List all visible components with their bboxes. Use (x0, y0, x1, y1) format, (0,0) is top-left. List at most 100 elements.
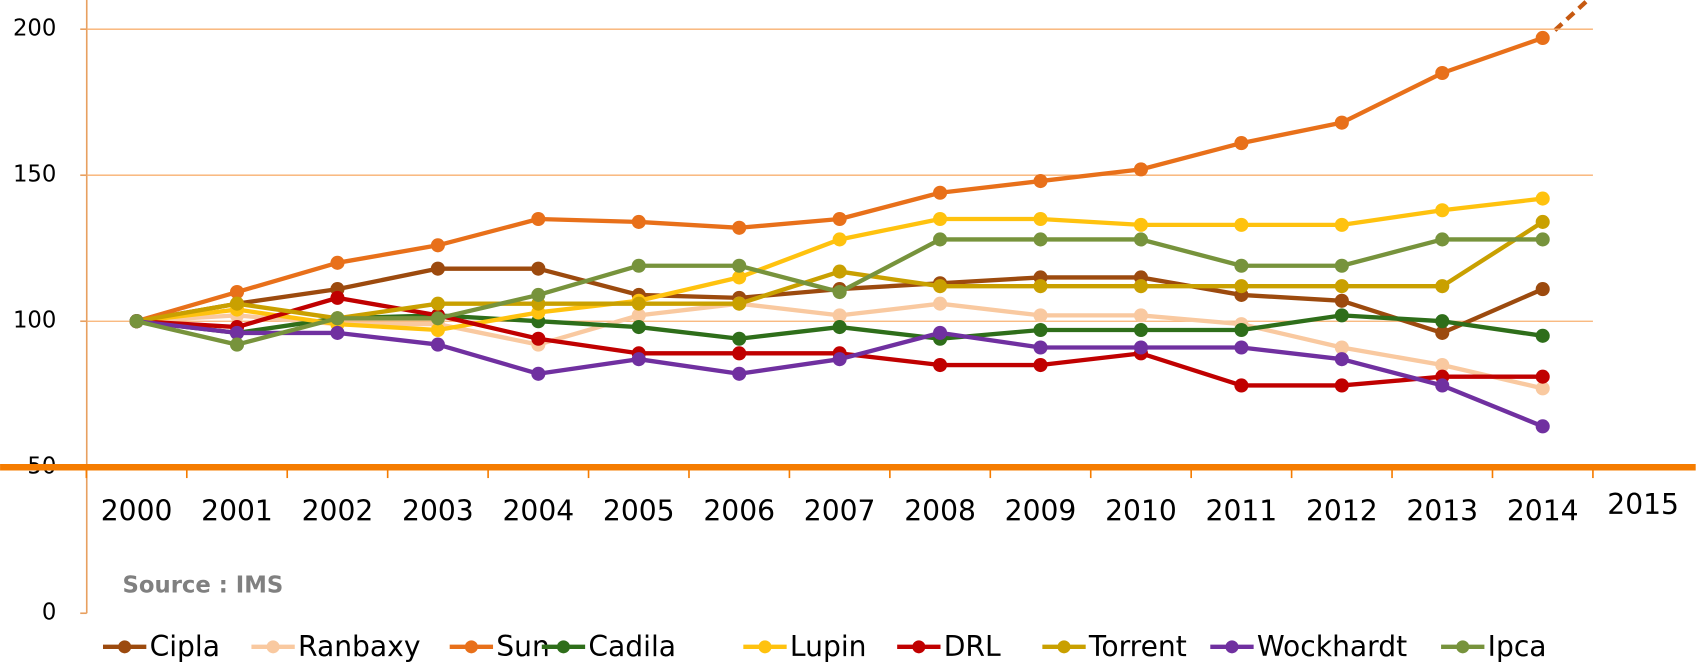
data-point (832, 211, 847, 227)
data-point (430, 337, 445, 352)
legend-swatch-dot (118, 640, 132, 654)
data-point (933, 232, 948, 247)
data-point (1535, 282, 1550, 297)
data-point (1334, 279, 1349, 294)
data-point (1033, 211, 1048, 227)
data-point (1133, 279, 1148, 294)
data-point (330, 255, 345, 270)
data-point (229, 337, 245, 352)
data-point (1334, 340, 1349, 355)
data-point (832, 264, 847, 279)
x-tick-label: 2011 (1206, 495, 1278, 528)
data-point (1535, 232, 1550, 247)
x-tick-label: 2008 (904, 495, 976, 528)
data-point (531, 331, 546, 346)
data-point (1234, 136, 1249, 151)
legend-swatch-dot (556, 640, 570, 654)
legend-label: Cipla (150, 630, 220, 662)
data-point (832, 232, 847, 247)
x-tick-label: 2007 (804, 495, 876, 528)
legend-label: Sun (496, 630, 550, 662)
data-point (1435, 325, 1450, 340)
x-tick-label: 2006 (703, 495, 775, 528)
data-point (1234, 322, 1249, 338)
data-point (531, 211, 546, 227)
data-point (1234, 378, 1249, 393)
data-point (631, 320, 646, 335)
data-point (732, 296, 747, 311)
data-point (1033, 174, 1048, 189)
data-point (531, 287, 546, 302)
x-tick-label: 2004 (502, 495, 574, 528)
legend-label: Wockhardt (1257, 630, 1407, 662)
data-point (430, 322, 445, 338)
data-point (1033, 322, 1048, 338)
data-point (832, 320, 847, 335)
data-point (1435, 314, 1450, 329)
data-point (933, 325, 948, 340)
data-point (1033, 340, 1048, 355)
data-point (330, 311, 345, 326)
data-point (732, 220, 747, 235)
data-point (1133, 162, 1148, 177)
y-tick-label: 200 (13, 16, 56, 42)
data-point (1435, 357, 1450, 373)
legend-swatch-dot (1225, 640, 1239, 654)
data-point (732, 346, 747, 361)
data-point (531, 366, 546, 381)
projection-line (1553, 0, 1592, 32)
data-point (1435, 203, 1450, 218)
data-point (1133, 308, 1148, 323)
series-line (135, 35, 1544, 324)
data-point (531, 261, 546, 276)
data-point (1535, 369, 1550, 384)
legend-label: Lupin (790, 630, 867, 662)
x-tick-label: 2014 (1507, 495, 1579, 528)
x-tick-label: 2002 (302, 495, 374, 528)
data-point (1535, 328, 1550, 343)
data-point (631, 296, 646, 311)
data-point (1234, 258, 1249, 273)
data-point (1334, 115, 1349, 130)
x-tick-label: 2013 (1406, 495, 1478, 528)
data-point (1535, 30, 1550, 46)
data-point (430, 238, 445, 253)
data-point (933, 279, 948, 294)
data-point (129, 314, 144, 329)
legend-label: Torrent (1088, 630, 1187, 662)
data-point (1033, 279, 1048, 294)
data-point (1334, 258, 1349, 273)
data-point (832, 308, 847, 323)
x-tick-label: 2010 (1105, 495, 1177, 528)
data-point (229, 284, 245, 300)
data-point (1133, 340, 1148, 355)
series-line (136, 319, 1544, 429)
data-point (1435, 378, 1450, 393)
x-tick-label: 2015 (1607, 488, 1679, 521)
data-point (1535, 419, 1550, 434)
data-point (1334, 352, 1349, 367)
data-point (1133, 322, 1148, 338)
data-point (732, 270, 747, 285)
data-point (330, 290, 345, 305)
y-tick-label: 150 (13, 162, 56, 188)
data-point (430, 296, 445, 311)
data-point (832, 284, 847, 300)
data-point (933, 357, 948, 373)
data-point (1033, 308, 1048, 323)
data-point (1334, 308, 1349, 323)
x-tick-label: 2001 (201, 495, 273, 528)
data-point (430, 311, 445, 326)
data-point (1334, 378, 1349, 393)
legend-swatch-dot (266, 640, 280, 654)
data-point (1435, 232, 1450, 247)
data-point (1435, 65, 1450, 81)
legend-label: Ipca (1488, 630, 1547, 662)
data-point (631, 352, 646, 367)
y-tick-label: 100 (13, 308, 56, 334)
legend-label: Cadila (588, 630, 676, 662)
data-point (1334, 217, 1349, 232)
legend-swatch-dot (1057, 640, 1071, 654)
data-point (1334, 293, 1349, 308)
